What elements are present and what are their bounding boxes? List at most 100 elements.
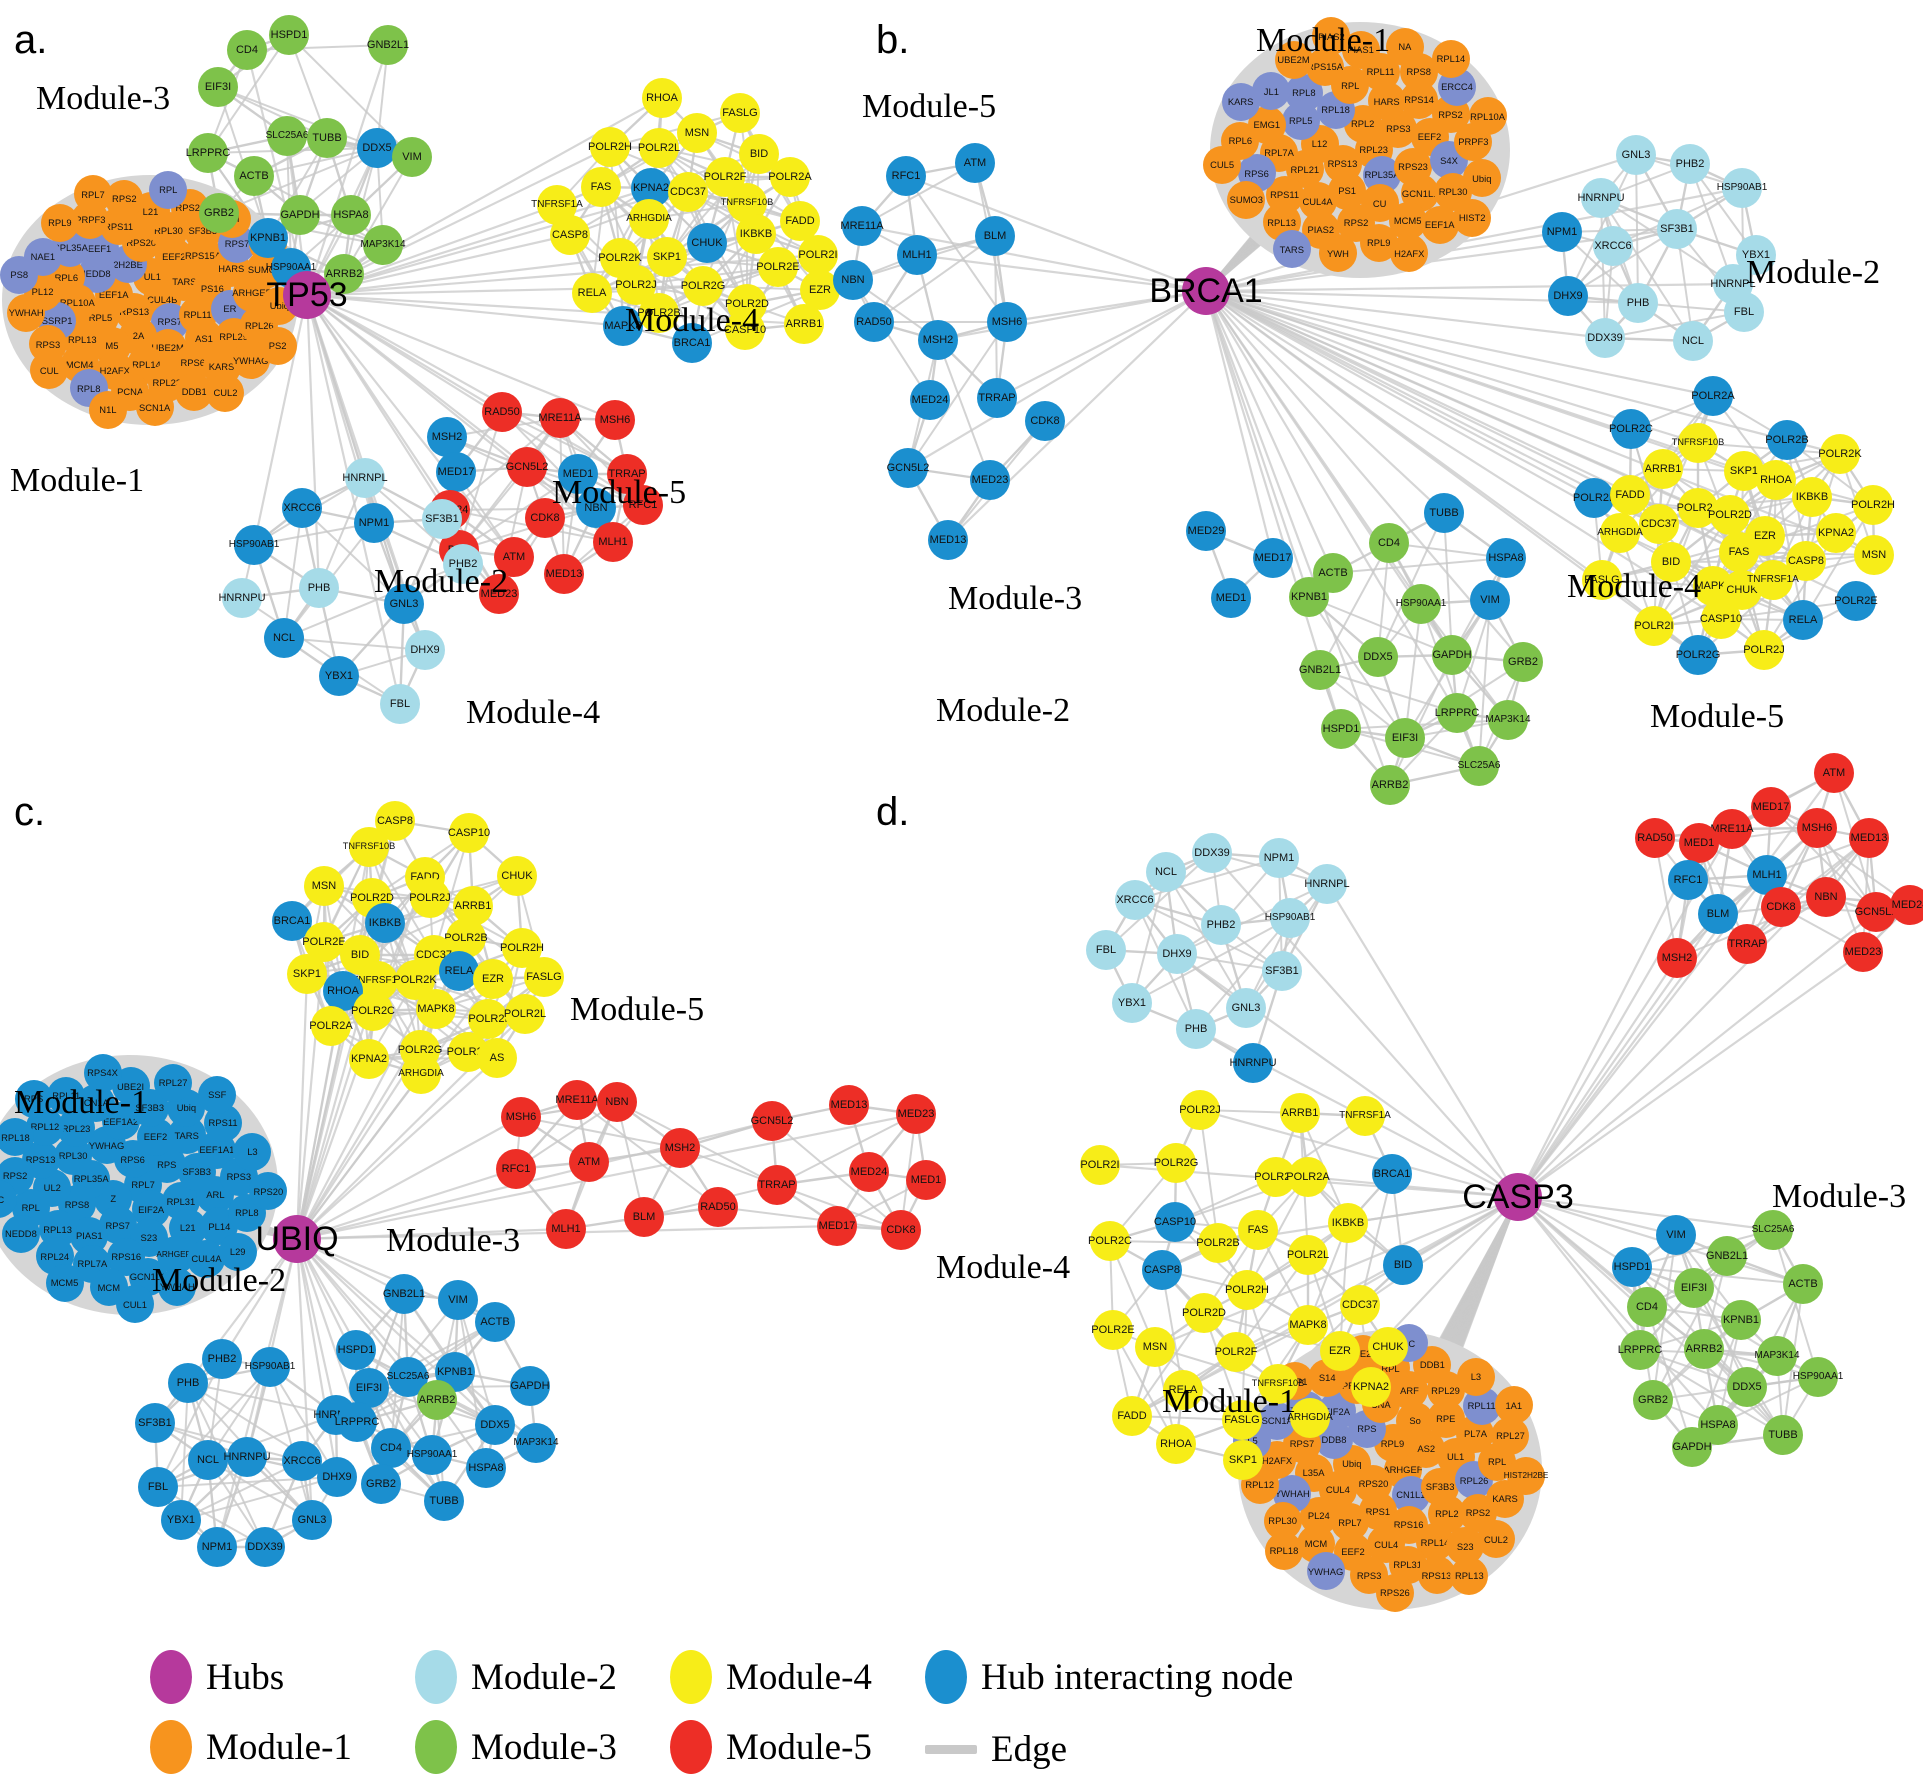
network-node-cdc37[interactable]: CDC37 bbox=[1639, 504, 1679, 544]
network-node-atm[interactable]: ATM bbox=[569, 1142, 609, 1182]
network-node-msn[interactable]: MSN bbox=[677, 113, 717, 153]
network-node-tnfrsf10b[interactable]: TNFRSF10B bbox=[1672, 423, 1724, 463]
network-node-ncl[interactable]: NCL bbox=[264, 618, 304, 658]
network-node-vim[interactable]: VIM bbox=[392, 137, 432, 177]
network-node-rps26[interactable]: RPS26 bbox=[1375, 1574, 1414, 1613]
network-node-polr2l[interactable]: POLR2L bbox=[1287, 1235, 1329, 1275]
network-node-arhgdia[interactable]: ARHGDIA bbox=[1597, 513, 1643, 553]
network-node-rad50[interactable]: RAD50 bbox=[854, 302, 894, 342]
network-node-grb2[interactable]: GRB2 bbox=[361, 1464, 401, 1504]
network-node-l3[interactable]: L3 bbox=[1456, 1358, 1495, 1397]
network-node-hspa8[interactable]: HSPA8 bbox=[466, 1448, 506, 1488]
network-node-polr2a[interactable]: POLR2A bbox=[309, 1006, 353, 1046]
network-node-med17[interactable]: MED17 bbox=[1751, 787, 1791, 827]
network-node-hnrnpl[interactable]: HNRNPL bbox=[1304, 864, 1350, 904]
network-node-tubb[interactable]: TUBB bbox=[1424, 493, 1464, 533]
network-node-dhx9[interactable]: DHX9 bbox=[1157, 934, 1197, 974]
network-node-cd4[interactable]: CD4 bbox=[1369, 523, 1409, 563]
network-node-ncl[interactable]: NCL bbox=[1146, 852, 1186, 892]
network-node-polr2h[interactable]: POLR2H bbox=[1851, 485, 1895, 525]
network-node-polr2f[interactable]: POLR2F bbox=[1215, 1332, 1257, 1372]
network-node-hist2h2be[interactable]: HIST2H2BE bbox=[1504, 1457, 1548, 1496]
network-node-vim[interactable]: VIM bbox=[1470, 580, 1510, 620]
network-node-rpl[interactable]: RPL bbox=[149, 170, 188, 209]
network-node-polr2a[interactable]: POLR2A bbox=[1691, 376, 1735, 416]
network-node-med1[interactable]: MED1 bbox=[1211, 578, 1251, 618]
network-node-faslg[interactable]: FASLG bbox=[720, 93, 760, 133]
network-node-skp1[interactable]: SKP1 bbox=[647, 237, 687, 277]
network-node-fadd[interactable]: FADD bbox=[1112, 1396, 1152, 1436]
network-node-polr2a[interactable]: POLR2A bbox=[1286, 1157, 1330, 1197]
network-node-xrcc6[interactable]: XRCC6 bbox=[1115, 880, 1155, 920]
network-node-tubb[interactable]: TUBB bbox=[424, 1481, 464, 1521]
network-node-tubb[interactable]: TUBB bbox=[1763, 1415, 1803, 1455]
network-node-gcn5l2[interactable]: GCN5L2 bbox=[506, 447, 548, 487]
network-node-dhx9[interactable]: DHX9 bbox=[1548, 276, 1588, 316]
network-node-rfc1[interactable]: RFC1 bbox=[1668, 860, 1708, 900]
network-node-gapdh[interactable]: GAPDH bbox=[510, 1366, 550, 1406]
network-node-hsp90ab1[interactable]: HSP90AB1 bbox=[1265, 898, 1315, 938]
network-node-polr2g[interactable]: POLR2G bbox=[1154, 1143, 1198, 1183]
network-node-trrap[interactable]: TRRAP bbox=[977, 378, 1017, 418]
network-node-sumo3[interactable]: SUMO3 bbox=[1227, 180, 1266, 219]
network-node-med23[interactable]: MED23 bbox=[970, 460, 1010, 500]
network-node-msh2[interactable]: MSH2 bbox=[660, 1128, 700, 1168]
network-node-polr2d[interactable]: POLR2D bbox=[1182, 1293, 1226, 1333]
network-node-gnl3[interactable]: GNL3 bbox=[1226, 988, 1266, 1028]
network-node-phb2[interactable]: PHB2 bbox=[1201, 905, 1241, 945]
network-node-faslg[interactable]: FASLG bbox=[524, 957, 564, 997]
network-node-hnrnpl[interactable]: HNRNPL bbox=[342, 458, 388, 498]
network-node-sf3b1[interactable]: SF3B1 bbox=[1262, 951, 1302, 991]
network-node-arrb1[interactable]: ARRB1 bbox=[1643, 449, 1683, 489]
network-node-hsp90aa1[interactable]: HSP90AA1 bbox=[1793, 1357, 1843, 1397]
network-node-xrcc6[interactable]: XRCC6 bbox=[282, 1441, 322, 1481]
network-node-mcm5[interactable]: MCM5 bbox=[45, 1264, 84, 1303]
network-node-xrcc6[interactable]: XRCC6 bbox=[1593, 226, 1633, 266]
network-node-fbl[interactable]: FBL bbox=[1086, 930, 1126, 970]
network-node-ywhag[interactable]: YWHAG bbox=[1306, 1552, 1345, 1591]
network-node-sf3b1[interactable]: SF3B1 bbox=[422, 499, 462, 539]
network-node-polr2j[interactable]: POLR2J bbox=[1743, 630, 1785, 670]
network-node-ncl[interactable]: NCL bbox=[1673, 321, 1713, 361]
network-node-scn1a[interactable]: SCN1A bbox=[135, 388, 174, 427]
network-node-sf3b1[interactable]: SF3B1 bbox=[135, 1403, 175, 1443]
network-node-msh2[interactable]: MSH2 bbox=[918, 320, 958, 360]
network-node-hspd1[interactable]: HSPD1 bbox=[269, 15, 309, 55]
network-node-1a1[interactable]: 1A1 bbox=[1494, 1386, 1533, 1425]
network-node-med17[interactable]: MED17 bbox=[436, 452, 476, 492]
network-node-msn[interactable]: MSN bbox=[1135, 1327, 1175, 1367]
network-node-hspd1[interactable]: HSPD1 bbox=[1321, 709, 1361, 749]
network-node-rad50[interactable]: RAD50 bbox=[482, 392, 522, 432]
network-node-mapk8[interactable]: MAPK8 bbox=[416, 989, 456, 1029]
network-node-mlh1[interactable]: MLH1 bbox=[593, 522, 633, 562]
network-node-polr2i[interactable]: POLR2I bbox=[1080, 1145, 1120, 1185]
network-node-npm1[interactable]: NPM1 bbox=[354, 503, 394, 543]
network-node-med13[interactable]: MED13 bbox=[1849, 818, 1889, 858]
network-node-atm[interactable]: ATM bbox=[1814, 753, 1854, 793]
network-node-ddx39[interactable]: DDX39 bbox=[1192, 833, 1232, 873]
network-node-cd4[interactable]: CD4 bbox=[227, 30, 267, 70]
network-node-polr2j[interactable]: POLR2J bbox=[409, 878, 451, 918]
network-node-nbn[interactable]: NBN bbox=[1806, 877, 1846, 917]
network-node-rad50[interactable]: RAD50 bbox=[1635, 818, 1675, 858]
network-node-chuk[interactable]: CHUK bbox=[497, 856, 537, 896]
network-node-phb[interactable]: PHB bbox=[168, 1363, 208, 1403]
network-node-sf3b1[interactable]: SF3B1 bbox=[1657, 209, 1697, 249]
network-node-med1[interactable]: MED1 bbox=[1679, 823, 1719, 863]
network-node-polr2h[interactable]: POLR2H bbox=[1225, 1270, 1269, 1310]
network-node-msn[interactable]: MSN bbox=[1854, 535, 1894, 575]
network-node-vim[interactable]: VIM bbox=[438, 1280, 478, 1320]
network-node-med17[interactable]: MED17 bbox=[1253, 538, 1293, 578]
network-node-polr2g[interactable]: POLR2G bbox=[1676, 635, 1720, 675]
network-node-ikbkb[interactable]: IKBKB bbox=[365, 903, 405, 943]
network-node-xrcc6[interactable]: XRCC6 bbox=[282, 488, 322, 528]
network-node-hnrnpu[interactable]: HNRNPU bbox=[1229, 1043, 1277, 1083]
network-node-polr2i[interactable]: POLR2I bbox=[1634, 606, 1674, 646]
network-node-msh2[interactable]: MSH2 bbox=[1657, 938, 1697, 978]
network-node-eif3i[interactable]: EIF3I bbox=[198, 67, 238, 107]
network-node-gnb2l1[interactable]: GNB2L1 bbox=[1706, 1236, 1748, 1276]
network-node-casp8[interactable]: CASP8 bbox=[550, 215, 590, 255]
network-node-rps20[interactable]: RPS20 bbox=[249, 1172, 288, 1211]
network-node-tp53[interactable]: TP53 bbox=[266, 271, 348, 319]
network-node-mapk8[interactable]: MAPK8 bbox=[1288, 1305, 1328, 1345]
